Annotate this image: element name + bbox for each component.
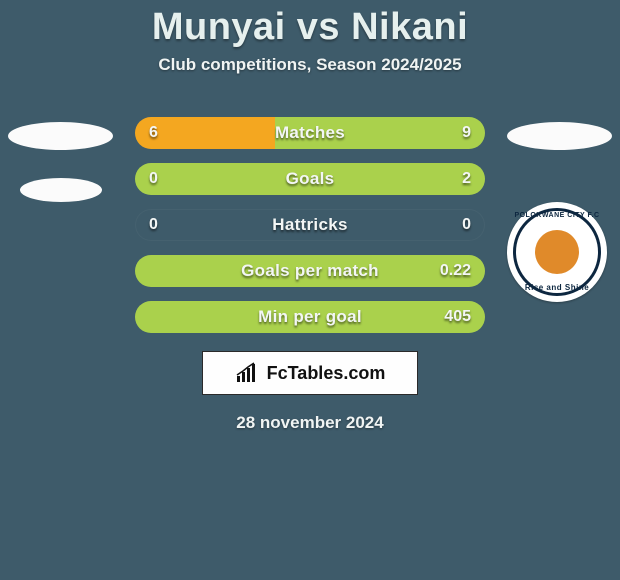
comparison-card: Munyai vs Nikani Club competitions, Seas… (0, 0, 620, 580)
page-title: Munyai vs Nikani (0, 0, 620, 49)
ellipse-shape (8, 122, 113, 150)
stat-label: Goals (135, 163, 485, 195)
stat-label: Hattricks (135, 209, 485, 241)
bar-chart-icon (235, 362, 261, 384)
stat-row: 0.22Goals per match (135, 255, 485, 287)
brand-label: FcTables.com (267, 363, 386, 384)
ellipse-shape (507, 122, 612, 150)
club-badge-top-text: POLOKWANE CITY F.C (507, 212, 607, 219)
ellipse-shape (20, 178, 102, 202)
stat-label: Min per goal (135, 301, 485, 333)
stat-label: Goals per match (135, 255, 485, 287)
stat-row: 69Matches (135, 117, 485, 149)
club-badge-center (535, 230, 579, 274)
club-badge-bottom-text: Rise and Shine (507, 283, 607, 292)
brand-box[interactable]: FcTables.com (202, 351, 418, 395)
right-player-badge: POLOKWANE CITY F.C Rise and Shine (507, 122, 612, 302)
club-badge: POLOKWANE CITY F.C Rise and Shine (507, 202, 607, 302)
left-player-badge (8, 122, 113, 202)
stat-row: 02Goals (135, 163, 485, 195)
date-label: 28 november 2024 (0, 413, 620, 433)
subtitle: Club competitions, Season 2024/2025 (0, 55, 620, 75)
stat-row: 00Hattricks (135, 209, 485, 241)
stat-row: 405Min per goal (135, 301, 485, 333)
stat-label: Matches (135, 117, 485, 149)
